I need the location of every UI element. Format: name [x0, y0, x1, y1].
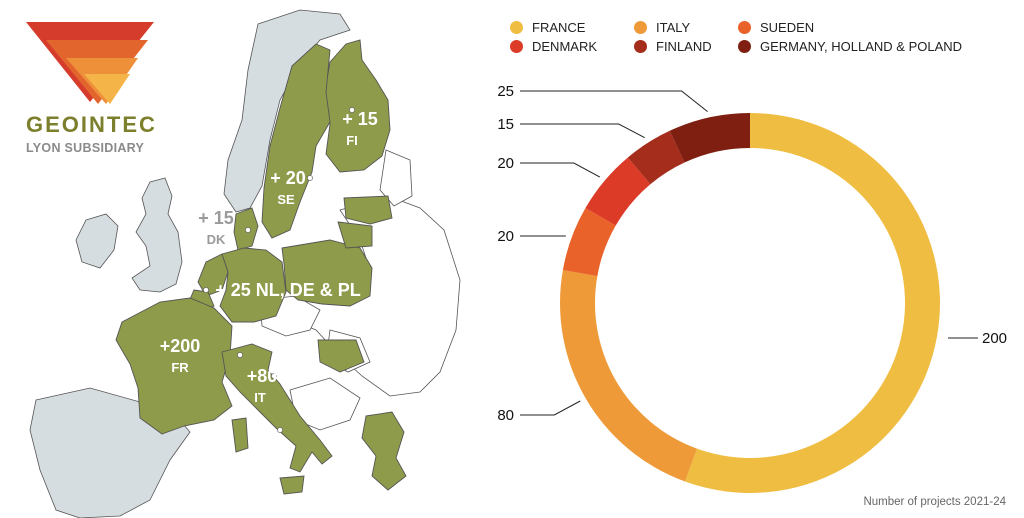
legend-item-4: FINLAND: [634, 39, 712, 54]
legend-label: FINLAND: [656, 39, 712, 54]
data-label-1: 80: [497, 407, 514, 424]
donut-slice-0: [685, 113, 940, 493]
brand-name: GEOINTEC: [26, 112, 157, 137]
map-label-fr-code: FR: [171, 360, 189, 375]
legend-swatch: [738, 40, 751, 53]
donut-slices: [560, 113, 940, 493]
map-label-dk-value: + 15: [198, 208, 234, 228]
legend-item-2: SUEDEN: [738, 20, 814, 35]
map-label-se-value: + 20: [270, 168, 306, 188]
map-label-it-code: IT: [254, 390, 266, 405]
legend-swatch: [634, 40, 647, 53]
legend-item-5: GERMANY, HOLLAND & POLAND: [738, 39, 962, 54]
data-label-3: 20: [497, 155, 514, 172]
donut-slice-2: [562, 208, 616, 277]
country-germany: [219, 247, 287, 323]
legend-swatch: [634, 21, 647, 34]
highlighted-countries: [115, 39, 407, 495]
leader-lines: 200 80 20 20 15 25: [497, 83, 1007, 424]
capital-dots: [203, 107, 355, 433]
donut-slice-1: [560, 270, 697, 482]
leader-line-3: [520, 162, 601, 178]
country-france: [115, 297, 233, 435]
country-finland: [323, 39, 391, 173]
data-label-5: 25: [497, 83, 514, 100]
map-label-fi-code: FI: [346, 133, 358, 148]
legend-swatch: [510, 40, 523, 53]
map-label-se-code: SE: [277, 192, 295, 207]
leader-line-4: [520, 123, 645, 139]
map-label-fr-value: +200: [160, 336, 201, 356]
legend-swatch: [510, 21, 523, 34]
legend-item-1: ITALY: [634, 20, 690, 35]
brand-block: GEOINTEC LYON SUBSIDIARY: [26, 112, 157, 155]
legend-label: ITALY: [656, 20, 691, 35]
chart-legend: FRANCE ITALY SUEDEN DENMARK FINLAND GERMANY, …: [510, 20, 1010, 60]
leader-line-5: [520, 90, 708, 113]
donut-slice-3: [585, 157, 651, 226]
donut-chart: 200 80 20 20 15 25: [497, 83, 1007, 493]
map-label-fi-value: + 15: [342, 109, 378, 129]
country-sweden: [261, 43, 331, 239]
map-label-dk-code: DK: [207, 232, 226, 247]
legend-label: FRANCE: [532, 20, 586, 35]
legend-item-3: DENMARK: [510, 39, 597, 54]
leader-line-1: [520, 400, 581, 416]
legend-swatch: [738, 21, 751, 34]
legend-label: GERMANY, HOLLAND & POLAND: [760, 39, 963, 54]
brand-subtitle: LYON SUBSIDIARY: [26, 141, 145, 155]
map-label-nl-de-pl-value: + 25 NL, DE & PL: [215, 280, 361, 300]
data-label-0: 200: [982, 330, 1007, 347]
data-label-4: 15: [497, 116, 514, 133]
map-label-it-value: +80: [247, 366, 278, 386]
country-italy: [221, 343, 333, 473]
legend-label: DENMARK: [532, 39, 598, 54]
donut-slice-5: [669, 113, 750, 163]
europe-map: + 15 FI + 20 SE + 15 DK + 25 NL, DE & PL…: [26, 9, 461, 518]
legend-label: SUEDEN: [760, 20, 815, 35]
legend-item-0: FRANCE: [510, 20, 585, 35]
chart-caption: Number of projects 2021-24: [863, 496, 1006, 508]
data-label-2: 20: [497, 228, 514, 245]
donut-slice-4: [627, 130, 685, 185]
geointec-logo: [26, 22, 154, 104]
